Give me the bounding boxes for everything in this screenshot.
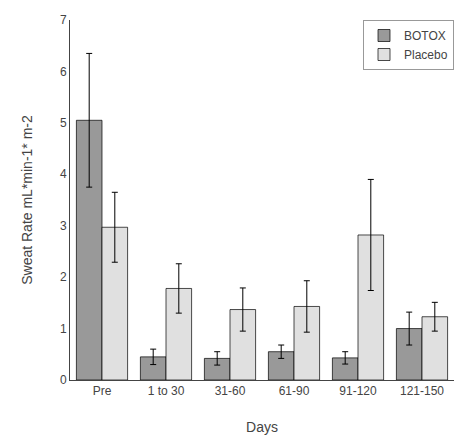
- svg-text:5: 5: [60, 116, 67, 130]
- svg-text:Sweat Rate mL*min-1* m-2: Sweat Rate mL*min-1* m-2: [19, 115, 35, 285]
- svg-text:91-120: 91-120: [339, 384, 377, 398]
- svg-text:3: 3: [60, 219, 67, 233]
- svg-text:Pre: Pre: [93, 384, 112, 398]
- svg-text:0: 0: [60, 373, 67, 387]
- svg-text:6: 6: [60, 65, 67, 79]
- svg-text:61-90: 61-90: [279, 384, 310, 398]
- svg-text:31-60: 31-60: [215, 384, 246, 398]
- svg-text:1 to 30: 1 to 30: [148, 384, 185, 398]
- svg-text:Days: Days: [246, 419, 278, 435]
- svg-text:Placebo: Placebo: [404, 48, 448, 62]
- svg-text:1: 1: [60, 322, 67, 336]
- svg-text:4: 4: [60, 167, 67, 181]
- svg-text:2: 2: [60, 270, 67, 284]
- svg-text:7: 7: [60, 13, 67, 27]
- svg-text:BOTOX: BOTOX: [404, 29, 446, 43]
- svg-text:121-150: 121-150: [400, 384, 444, 398]
